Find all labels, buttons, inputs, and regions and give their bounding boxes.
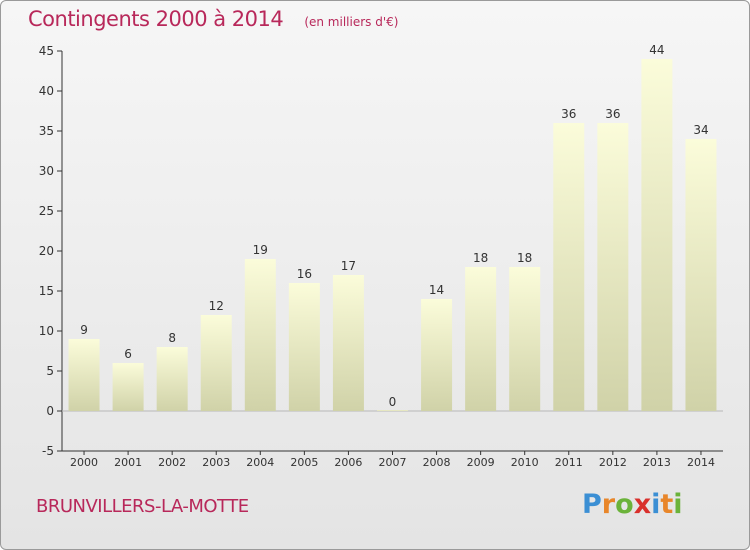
x-tick-label: 2014 (687, 456, 715, 469)
y-tick-label: -5 (42, 444, 54, 458)
x-tick-label: 2011 (555, 456, 583, 469)
bar (421, 299, 453, 411)
bar (244, 259, 276, 411)
bar (597, 123, 629, 411)
chart-title: Contingents 2000 à 2014 (28, 7, 284, 31)
x-tick-label: 2000 (70, 456, 98, 469)
x-tick-label: 2006 (334, 456, 362, 469)
bar-value-label: 9 (80, 323, 88, 337)
chart-subtitle: (en milliers d'€) (304, 15, 399, 29)
x-tick-label: 2004 (246, 456, 274, 469)
bar-value-label: 36 (605, 107, 620, 121)
y-tick-label: 10 (39, 324, 54, 338)
bar (509, 267, 541, 411)
bar-value-label: 44 (649, 43, 664, 57)
bar-value-label: 12 (209, 299, 224, 313)
commune-name: BRUNVILLERS-LA-MOTTE (36, 496, 249, 517)
bar-value-label: 36 (561, 107, 576, 121)
bar (641, 59, 673, 411)
logo-letter: x (633, 489, 652, 520)
bar-value-label: 18 (517, 251, 532, 265)
y-tick-label: 0 (46, 404, 54, 418)
bar-value-label: 14 (429, 283, 444, 297)
bar (200, 315, 232, 411)
x-tick-label: 2001 (114, 456, 142, 469)
x-tick-label: 2005 (290, 456, 318, 469)
x-tick-label: 2008 (423, 456, 451, 469)
y-tick-label: 20 (39, 244, 54, 258)
x-tick-label: 2013 (643, 456, 671, 469)
bar (156, 347, 188, 411)
x-tick-label: 2007 (379, 456, 407, 469)
bar (332, 275, 364, 411)
y-tick-label: 45 (39, 44, 54, 58)
bar (68, 339, 100, 411)
logo-letter: P (582, 489, 602, 520)
bar (112, 363, 144, 411)
y-tick-label: 40 (39, 84, 54, 98)
bar (685, 139, 717, 411)
logo-text: Proxiti (582, 489, 683, 520)
logo-letter: i (673, 489, 683, 520)
bar (377, 410, 408, 411)
logo-letter: t (660, 489, 674, 520)
bar-value-label: 16 (297, 267, 312, 281)
y-tick-label: 25 (39, 204, 54, 218)
logo-letter: i (651, 489, 661, 520)
logo-letter: o (615, 489, 634, 520)
logo-letter: r (601, 489, 616, 520)
y-tick-label: 5 (46, 364, 54, 378)
bar-value-label: 18 (473, 251, 488, 265)
bar-value-label: 34 (693, 123, 708, 137)
y-tick-label: 35 (39, 124, 54, 138)
title-block: Contingents 2000 à 2014 (en milliers d'€… (28, 7, 398, 31)
bar-value-label: 0 (389, 395, 397, 409)
y-tick-label: 15 (39, 284, 54, 298)
bar (553, 123, 585, 411)
y-tick-label: 30 (39, 164, 54, 178)
x-tick-label: 2002 (158, 456, 186, 469)
x-tick-label: 2009 (467, 456, 495, 469)
bar (288, 283, 320, 411)
x-tick-label: 2012 (599, 456, 627, 469)
bar-value-label: 8 (168, 331, 176, 345)
x-tick-label: 2010 (511, 456, 539, 469)
bar-value-label: 19 (253, 243, 268, 257)
x-tick-label: 2003 (202, 456, 230, 469)
bar-value-label: 17 (341, 259, 356, 273)
bar-value-label: 6 (124, 347, 132, 361)
proxiti-logo: Proxiti (582, 489, 692, 523)
bar (465, 267, 497, 411)
